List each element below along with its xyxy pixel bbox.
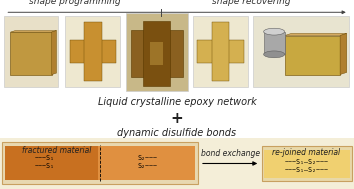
Bar [70,40,116,63]
Text: re-joined material: re-joined material [272,148,340,157]
Ellipse shape [264,28,285,35]
Bar [65,16,120,87]
Polygon shape [285,33,347,36]
Polygon shape [340,33,347,74]
Bar [253,16,349,87]
Bar [10,32,52,75]
Text: dynamic disulfide bonds: dynamic disulfide bonds [118,128,236,138]
Bar [4,16,58,87]
Text: bond exchange: bond exchange [200,149,260,158]
Text: fractured material: fractured material [22,146,91,155]
Bar [84,22,102,81]
Text: shape recovering: shape recovering [212,0,291,6]
Bar [262,146,352,181]
Bar [0,138,354,189]
Bar [193,16,248,87]
Bar [131,30,183,77]
Bar [197,40,244,63]
Bar [5,146,195,180]
Text: S₂~~~
S₂~~~: S₂~~~ S₂~~~ [137,155,157,169]
Bar [143,21,170,86]
Text: ~~~S₁—S₂~~~
~~~S₁—S₂~~~: ~~~S₁—S₂~~~ ~~~S₁—S₂~~~ [285,159,329,173]
Ellipse shape [264,51,285,58]
Text: +: + [171,111,183,126]
Polygon shape [10,31,57,32]
Text: shape programming: shape programming [29,0,120,6]
Text: ~~~S₁
~~~S₁: ~~~S₁ ~~~S₁ [35,155,55,169]
Polygon shape [52,31,57,75]
Bar [264,32,285,54]
Text: Liquid crystalline epoxy network: Liquid crystalline epoxy network [98,97,256,107]
Bar [264,150,350,178]
Bar [126,13,188,91]
Bar [211,22,229,81]
Bar [285,36,340,74]
Bar [150,42,163,65]
Bar [2,142,198,184]
Bar [5,146,98,180]
